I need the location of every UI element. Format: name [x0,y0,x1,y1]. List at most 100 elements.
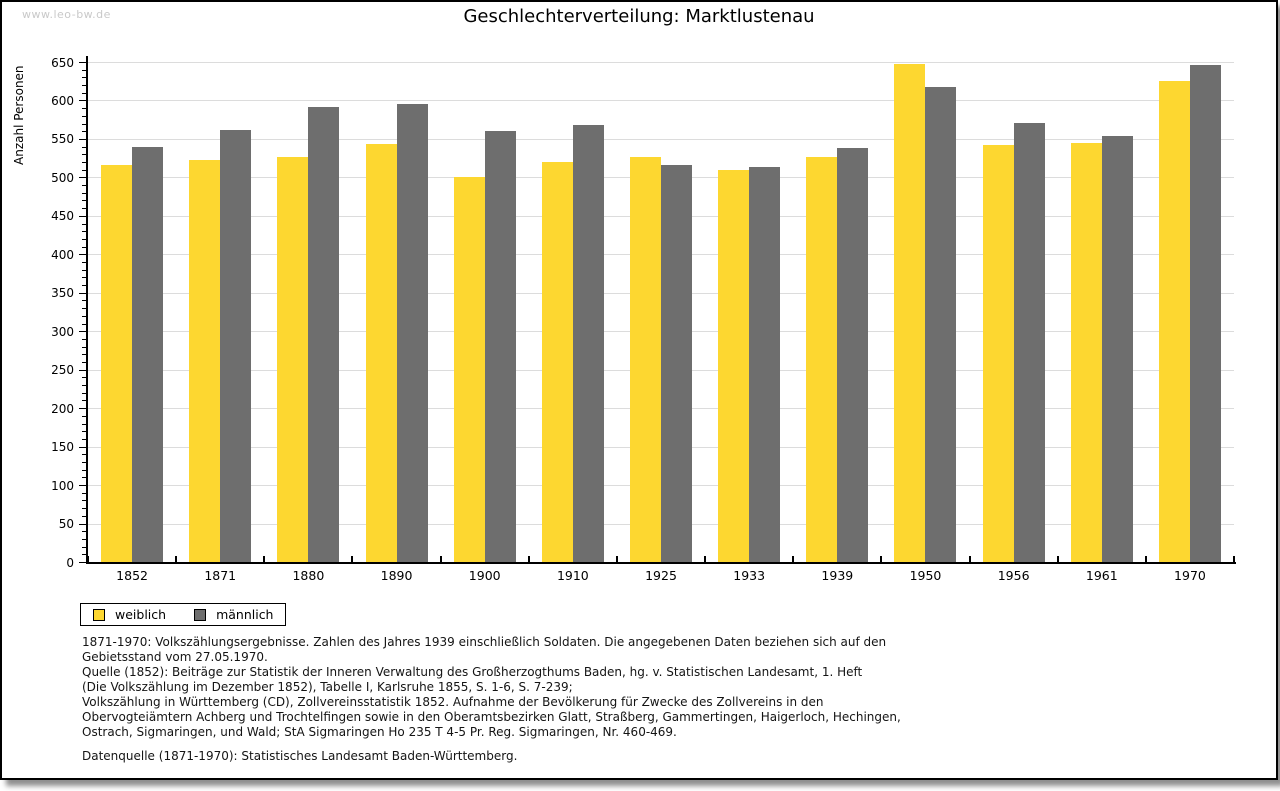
y-axis-minor-tick [82,469,86,471]
y-axis-minor-tick [82,346,86,348]
y-axis-minor-tick [82,338,86,340]
y-axis-tick [79,446,86,448]
y-axis-tick-label: 450 [51,209,74,224]
x-axis-labels: 1852 1871 1880 1890 1900 1910 1925 1933 1939 1950… [88,568,1234,583]
y-axis-tick-label: 100 [51,478,74,493]
x-axis-label-1890: 1890 [380,568,413,583]
y-axis-line [86,56,88,564]
y-axis-minor-tick [82,538,86,540]
bar-weiblich-1910 [541,162,573,562]
y-axis-minor-tick [82,308,86,310]
watermark: www.leo-bw.de [22,8,111,21]
x-axis-label-1961: 1961 [1085,568,1118,583]
footnote-line-1: 1871-1970: Volkszählungsergebnisse. Zahl… [82,635,887,649]
legend: weiblich männlich [80,603,287,626]
y-axis-minor-tick [82,400,86,402]
y-axis-minor-tick [82,169,86,171]
y-axis-minor-tick [82,85,86,87]
bar-group-1950 [881,62,969,562]
bar-group-1900 [441,62,529,562]
y-axis-tick-label: 0 [66,555,74,570]
y-axis-minor-tick [82,300,86,302]
x-axis-tick [527,556,530,562]
bar-mannlich-1970 [1189,65,1221,562]
y-axis-minor-tick [82,477,86,479]
y-axis-minor-tick [82,262,86,263]
bar-weiblich-1852 [101,165,133,562]
y-axis-tick-label: 250 [51,363,74,378]
x-axis-tick [968,556,971,562]
y-axis-minor-tick [82,354,86,356]
bar-mannlich-1900 [484,131,516,562]
y-axis-tick [79,369,86,371]
x-axis-label-1956: 1956 [997,568,1030,583]
footnote-line-3: Quelle (1852): Beiträge zur Statistik de… [82,665,863,679]
y-axis-tick [79,138,86,140]
x-axis-line [86,562,1236,564]
y-axis-tick-label: 150 [51,440,74,455]
x-axis-label-1933: 1933 [733,568,766,583]
x-axis-tick [1233,556,1235,562]
y-axis-tick-label: 400 [51,247,74,262]
y-axis-minor-tick [82,323,86,325]
y-axis-tick [79,215,86,217]
bar-group-1925 [617,62,705,562]
y-axis-tick-label: 350 [51,286,74,301]
legend-swatch-mannlich [194,608,207,621]
y-axis-tick [79,177,86,179]
y-axis-minor-tick [82,454,86,456]
bar-mannlich-1852 [132,147,164,562]
legend-item-mannlich: männlich [194,607,273,622]
footnote-line-2: Gebietsstand vom 27.05.1970. [82,650,268,664]
bar-group-1910 [529,62,617,562]
y-axis-tick [79,408,86,410]
y-axis-minor-tick [82,515,86,517]
x-axis-tick [615,556,618,562]
y-axis-minor-tick [82,185,86,187]
y-axis-minor-tick [82,508,86,510]
y-axis-minor-tick [82,423,86,425]
legend-item-weiblich: weiblich [93,607,166,622]
bar-mannlich-1956 [1013,122,1045,562]
footnote-line-5: Volkszählung in Württemberg (CD), Zollve… [82,695,824,709]
x-axis-tick [351,556,354,562]
y-axis-minor-tick [82,546,86,548]
y-axis-tick-label: 200 [51,401,74,416]
bar-mannlich-1871 [220,130,252,562]
legend-label-mannlich: männlich [216,607,274,622]
bar-mannlich-1961 [1101,135,1133,562]
y-axis-tick [79,292,86,294]
bar-weiblich-1925 [630,156,662,562]
bar-weiblich-1900 [453,177,485,562]
y-axis-minor-tick [82,231,86,233]
gridline-600 [88,100,1234,102]
bar-mannlich-1890 [396,104,428,562]
bar-group-1970 [1146,62,1234,562]
footnote-line-6: Obervogteiämtern Achberg und Trochtelfin… [82,710,901,724]
y-axis-minor-tick [82,285,86,287]
y-axis-minor-tick [82,246,86,248]
y-axis-minor-tick [82,385,86,387]
y-axis-minor-tick [82,77,86,79]
x-axis-label-1939: 1939 [821,568,854,583]
x-axis-label-1852: 1852 [116,568,148,583]
y-axis-minor-tick [82,269,86,271]
y-axis-minor-tick [82,200,86,202]
bar-mannlich-1933 [749,166,781,562]
bar-mannlich-1950 [925,86,957,562]
y-axis-minor-tick [82,192,86,194]
x-axis-label-1950: 1950 [909,568,942,583]
x-axis-tick [87,556,89,562]
y-axis-minor-tick [82,500,86,502]
bar-mannlich-1880 [308,107,340,562]
y-axis-minor-tick [82,92,86,94]
y-axis-tick-label: 650 [51,55,74,70]
y-axis-tick [79,254,86,256]
y-axis-minor-tick [82,438,86,440]
y-axis-minor-tick [82,238,86,240]
y-axis-minor-tick [82,462,86,463]
bar-group-1961 [1058,62,1146,562]
bar-weiblich-1970 [1158,81,1190,562]
bar-weiblich-1950 [894,63,926,562]
y-axis-minor-tick [82,208,86,210]
